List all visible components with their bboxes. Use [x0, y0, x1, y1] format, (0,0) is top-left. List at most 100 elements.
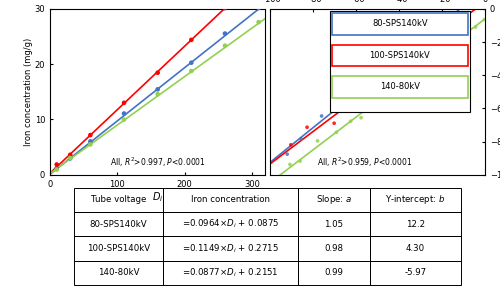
- Text: All, $R^2$>0.959, $P$<0.0001: All, $R^2$>0.959, $P$<0.0001: [317, 156, 412, 169]
- Text: 0.98: 0.98: [324, 244, 344, 253]
- Bar: [332, 13, 468, 35]
- Point: [432, 50, 440, 55]
- Bar: [332, 76, 468, 98]
- Point: [358, 91, 366, 95]
- Text: 140-80kV: 140-80kV: [98, 268, 140, 277]
- Bar: [298, 260, 370, 285]
- Point: [357, 115, 365, 120]
- Point: [52, 162, 60, 167]
- Text: 4.30: 4.30: [406, 244, 425, 253]
- Point: [392, 63, 400, 68]
- Bar: [298, 236, 370, 260]
- Point: [426, 36, 434, 41]
- Point: [52, 167, 60, 172]
- Point: [381, 68, 389, 73]
- Point: [480, 17, 488, 22]
- Point: [406, 47, 414, 52]
- Point: [418, 65, 426, 69]
- Point: [120, 111, 128, 116]
- Point: [418, 48, 426, 53]
- Point: [346, 119, 354, 124]
- Point: [340, 100, 348, 104]
- Point: [419, 39, 427, 44]
- Bar: [163, 187, 298, 212]
- Point: [402, 79, 410, 84]
- Bar: [74, 212, 163, 236]
- Point: [188, 38, 196, 42]
- Bar: [370, 187, 461, 212]
- Text: =0.1149×$D_i$ + 0.2715: =0.1149×$D_i$ + 0.2715: [182, 242, 279, 255]
- Point: [188, 69, 196, 73]
- Point: [296, 159, 304, 164]
- Point: [314, 139, 322, 143]
- Text: Slope: $a$: Slope: $a$: [316, 193, 352, 206]
- Bar: [370, 260, 461, 285]
- Bar: [163, 260, 298, 285]
- Point: [445, 42, 453, 47]
- X-axis label: $D_i$: $D_i$: [152, 190, 164, 204]
- Text: 80-SPS140kV: 80-SPS140kV: [90, 220, 148, 229]
- Point: [283, 152, 291, 156]
- Text: =0.0964×$D_i$ + 0.0875: =0.0964×$D_i$ + 0.0875: [182, 218, 279, 230]
- Point: [386, 93, 394, 97]
- Text: All, $R^2$>0.997, $P$<0.0001: All, $R^2$>0.997, $P$<0.0001: [110, 156, 206, 169]
- Point: [366, 103, 374, 108]
- Point: [371, 72, 379, 76]
- Point: [390, 59, 398, 64]
- Point: [448, 27, 456, 32]
- Point: [425, 46, 433, 51]
- Text: =0.0877×$D_i$ + 0.2151: =0.0877×$D_i$ + 0.2151: [182, 266, 279, 279]
- Bar: [330, 11, 470, 112]
- Text: 0.99: 0.99: [324, 268, 344, 277]
- Bar: [74, 187, 163, 212]
- Point: [120, 100, 128, 105]
- Point: [66, 156, 74, 160]
- Point: [330, 121, 338, 125]
- Point: [52, 166, 60, 170]
- Bar: [163, 212, 298, 236]
- Bar: [332, 45, 468, 66]
- Text: 100-SPS140kV: 100-SPS140kV: [370, 51, 430, 60]
- Bar: [74, 260, 163, 285]
- Text: 1.05: 1.05: [324, 220, 344, 229]
- Point: [86, 139, 94, 144]
- Point: [458, 30, 466, 35]
- Point: [221, 6, 229, 10]
- Point: [362, 77, 370, 82]
- Bar: [370, 236, 461, 260]
- Point: [422, 30, 430, 35]
- Point: [120, 117, 128, 122]
- Point: [188, 60, 196, 65]
- Point: [442, 32, 450, 37]
- Point: [66, 156, 74, 161]
- Text: 12.2: 12.2: [406, 220, 425, 229]
- Point: [287, 142, 295, 147]
- Point: [407, 58, 415, 63]
- Point: [330, 100, 338, 105]
- Bar: [298, 212, 370, 236]
- Point: [303, 125, 311, 130]
- Point: [297, 136, 305, 141]
- Text: Y-intercept: $b$: Y-intercept: $b$: [386, 193, 446, 206]
- Y-axis label: Iron concentration (mg/g): Iron concentration (mg/g): [24, 38, 33, 146]
- Bar: [298, 187, 370, 212]
- Text: -5.97: -5.97: [404, 268, 426, 277]
- Point: [154, 70, 162, 75]
- Point: [154, 92, 162, 97]
- Point: [154, 87, 162, 92]
- Point: [390, 58, 398, 63]
- Point: [376, 73, 384, 77]
- Bar: [163, 236, 298, 260]
- Bar: [370, 212, 461, 236]
- Point: [429, 61, 437, 66]
- Point: [445, 17, 453, 22]
- Text: 80-SPS140kV: 80-SPS140kV: [372, 19, 428, 28]
- Point: [332, 130, 340, 135]
- Point: [286, 162, 294, 167]
- Point: [254, 20, 262, 24]
- Point: [254, 6, 262, 10]
- Point: [458, 40, 466, 44]
- Point: [396, 86, 404, 91]
- Bar: [74, 236, 163, 260]
- Point: [86, 142, 94, 147]
